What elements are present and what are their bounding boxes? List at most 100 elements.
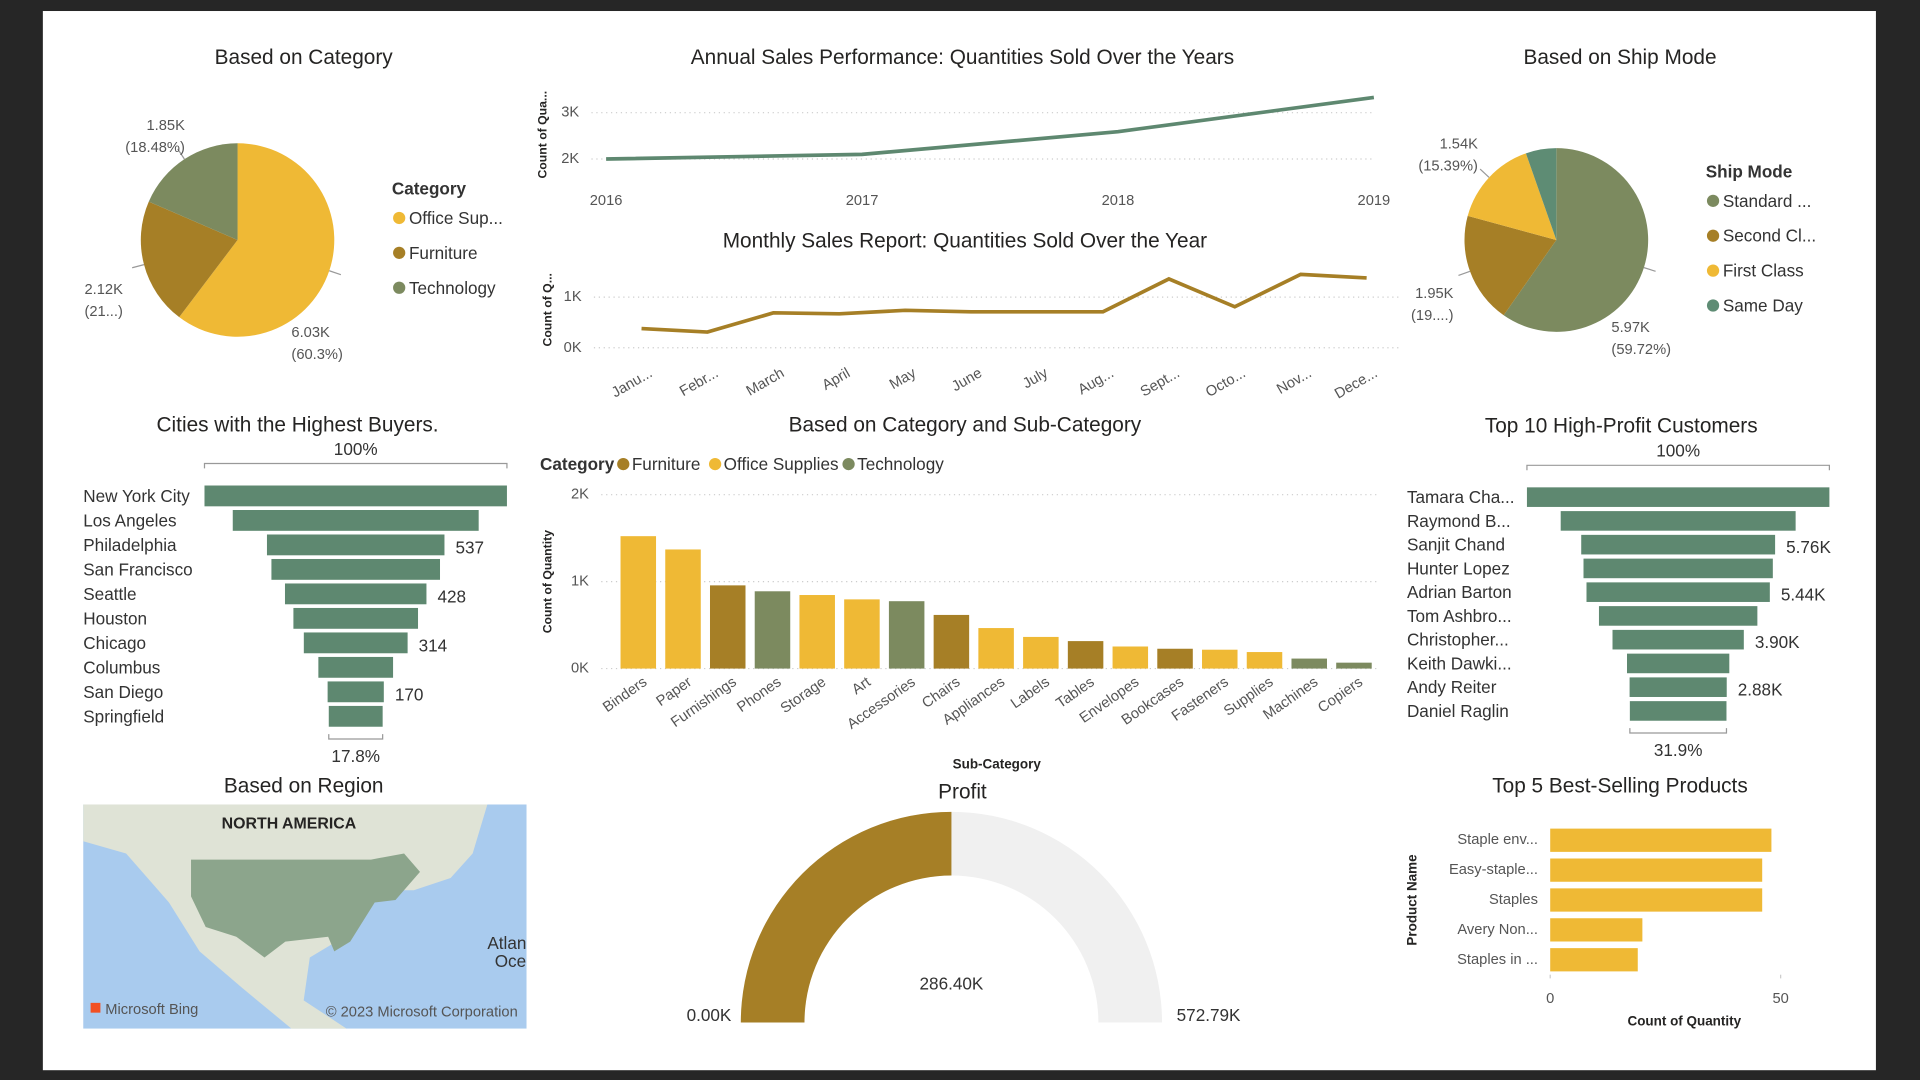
pie-slice <box>179 143 335 337</box>
funnel-bar <box>1581 534 1776 555</box>
funnel-bar <box>1586 582 1770 602</box>
leader-line <box>1479 168 1490 178</box>
y-tick-label: 2K <box>571 487 589 503</box>
legend-label: Furniture <box>632 454 701 474</box>
pie-slice <box>148 143 238 240</box>
map-label: Oce <box>495 951 526 971</box>
percent-label: (19....) <box>1411 308 1453 324</box>
funnel-bar <box>1583 558 1773 579</box>
category-label: Hunter Lopez <box>1407 558 1510 578</box>
category-label: Raymond B... <box>1407 511 1511 531</box>
pie-slice <box>1525 148 1557 240</box>
gauge-fill <box>740 811 952 1023</box>
bar <box>1550 858 1763 882</box>
legend-marker <box>1706 194 1720 207</box>
data-label: 5.44K <box>1781 585 1826 605</box>
x-tick-label: 2019 <box>1358 193 1391 209</box>
bar <box>1550 828 1772 852</box>
chart-title: Monthly Sales Report: Quantities Sold Ov… <box>723 230 1207 253</box>
funnel-bar <box>1598 606 1758 626</box>
bar <box>665 549 701 669</box>
category-label: Staples in ... <box>1457 952 1538 968</box>
x-tick-label: 0 <box>1546 991 1554 1007</box>
chart-title: Profit <box>938 781 987 804</box>
chart-title: Based on Category and Sub-Category <box>789 413 1142 436</box>
x-tick-label: 50 <box>1772 991 1788 1007</box>
category-label: Springfield <box>83 706 164 726</box>
data-label: 2.88K <box>1738 680 1783 700</box>
legend-label: Same Day <box>1723 296 1803 316</box>
y-axis-label: Count of Q... <box>540 273 554 346</box>
chart-title: Based on Region <box>224 775 384 798</box>
category-label: Avery Non... <box>1457 922 1538 938</box>
y-tick-label: 2K <box>561 151 579 167</box>
funnel-bar <box>284 583 427 605</box>
funnel-bar <box>271 558 441 580</box>
y-axis-label: Count of Quantity <box>540 530 554 633</box>
y-tick-label: 3K <box>561 105 579 121</box>
bar <box>754 591 791 669</box>
legend-label: Technology <box>409 278 496 298</box>
funnel-bar <box>1560 511 1796 531</box>
funnel-bar <box>328 705 383 727</box>
data-label: 2.12K <box>84 282 123 298</box>
bar <box>1336 662 1372 669</box>
category-label: Houston <box>83 608 147 628</box>
legend-label: Office Supplies <box>724 454 839 474</box>
bar <box>1023 636 1059 669</box>
funnel-bar <box>1526 487 1830 507</box>
top-label: 100% <box>334 439 378 459</box>
pie-slice <box>1467 153 1557 240</box>
data-label: 5.97K <box>1611 320 1650 336</box>
bottom-label: 31.9% <box>1654 740 1703 760</box>
category-label: San Francisco <box>83 559 192 579</box>
bar <box>1202 649 1238 669</box>
bar <box>1067 641 1104 669</box>
bar <box>620 536 657 669</box>
bing-logo <box>90 1002 101 1013</box>
funnel-bar <box>327 681 384 703</box>
percent-label: (15.39%) <box>1418 159 1478 175</box>
category-label: Christopher... <box>1407 630 1509 650</box>
legend-title: Ship Mode <box>1706 161 1793 181</box>
bracket <box>328 734 384 740</box>
bar <box>1112 646 1149 669</box>
gauge-min: 0.00K <box>687 1005 732 1025</box>
y-axis-label: Count of Qua... <box>535 91 549 179</box>
legend-title: Category <box>392 179 467 199</box>
pie-slice <box>1464 215 1557 316</box>
category-label: Los Angeles <box>83 510 176 530</box>
x-axis-label: Count of Quantity <box>1627 1014 1741 1029</box>
bar <box>933 614 970 669</box>
legend-label: Standard ... <box>1723 191 1812 211</box>
legend-marker <box>393 211 406 225</box>
legend-label: Furniture <box>409 243 478 263</box>
data-label: 6.03K <box>291 325 330 341</box>
category-label: Andy Reiter <box>1407 677 1497 697</box>
pie-slice <box>140 201 238 318</box>
bottom-label: 17.8% <box>331 746 380 766</box>
percent-label: (59.72%) <box>1611 342 1671 358</box>
chart-title: Top 10 High-Profit Customers <box>1485 415 1758 438</box>
funnel-bar <box>1627 653 1730 674</box>
legend-label: First Class <box>1723 261 1804 281</box>
legend-marker <box>1706 299 1720 312</box>
leader-line <box>1643 267 1656 272</box>
bar <box>1550 888 1763 912</box>
funnel-bar <box>266 534 445 556</box>
category-label: New York City <box>83 486 190 506</box>
map-region <box>191 853 420 958</box>
map-label: Atlan <box>487 933 526 953</box>
legend-label: Technology <box>857 454 944 474</box>
bar <box>1550 948 1638 972</box>
data-label: 537 <box>455 537 484 557</box>
bracket <box>203 462 508 469</box>
x-tick-label: 2016 <box>590 193 623 209</box>
legend-marker <box>842 457 855 471</box>
funnel-bar <box>204 485 507 507</box>
funnel-bar <box>1629 701 1727 721</box>
y-tick-label: 1K <box>564 289 582 305</box>
data-label: 1.54K <box>1440 136 1479 152</box>
bar <box>1157 648 1193 669</box>
legend-title: Category <box>540 454 615 474</box>
